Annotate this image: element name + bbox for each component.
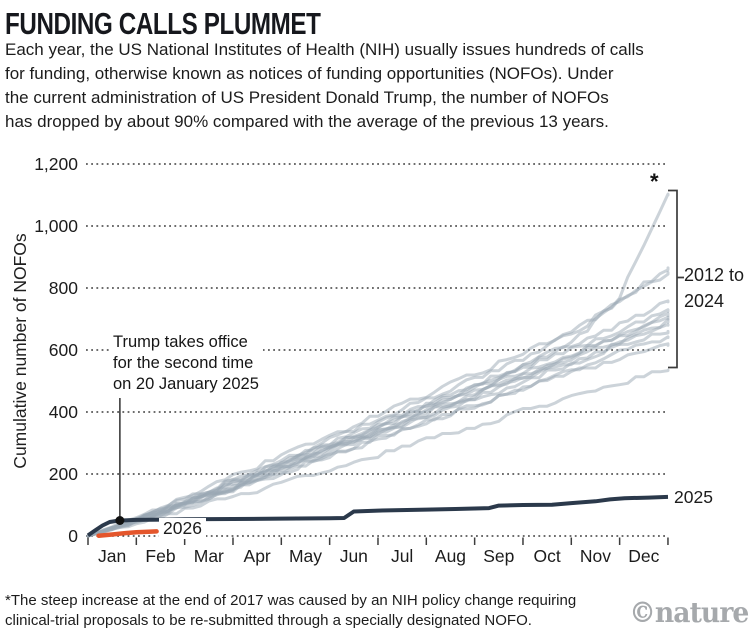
month-label: Oct — [534, 546, 561, 566]
gray-year-line-2023 — [86, 335, 670, 538]
y-tick-label: 400 — [49, 402, 78, 422]
year-band-bracket — [668, 189, 684, 369]
month-label: Jan — [98, 546, 126, 566]
intro-text: Each year, the US National Institutes of… — [5, 40, 644, 131]
y-tick-label: 1,000 — [34, 216, 78, 236]
page-title: FUNDING CALLS PLUMMET — [5, 6, 321, 41]
y-tick-label: 600 — [49, 340, 78, 360]
y-axis-title: Cumulative number of NOFOs — [10, 233, 30, 469]
y-tick-label: 200 — [49, 464, 78, 484]
gray-year-line-2024 — [86, 368, 670, 538]
label-2026: 2026 — [159, 518, 206, 539]
annotation-dot — [115, 516, 125, 525]
y-tick-label: 800 — [49, 278, 78, 298]
month-label: Jun — [340, 546, 368, 566]
month-label: Aug — [435, 546, 466, 566]
month-label: Dec — [628, 546, 659, 566]
gray-year-line-2019 — [86, 271, 670, 538]
month-label: Sep — [483, 546, 514, 566]
month-label: Mar — [194, 546, 224, 566]
trump-annotation-text: Trump takes office for the second time o… — [110, 332, 263, 397]
month-label: Feb — [145, 546, 175, 566]
asterisk-annotation: * — [650, 169, 659, 194]
gray-year-line-2018 — [86, 266, 670, 538]
y-tick-label: 0 — [68, 526, 78, 546]
nature-logo: ©nature — [628, 596, 749, 629]
month-label: May — [289, 546, 322, 566]
footnote-text: *The steep increase at the end of 2017 w… — [5, 592, 577, 629]
label-2025: 2025 — [674, 487, 713, 507]
y-tick-label: 1,200 — [34, 154, 78, 174]
month-label: Apr — [244, 546, 271, 566]
label-2012-to-2024: 2012 to 2024 — [684, 265, 745, 311]
month-label: Jul — [391, 546, 413, 566]
gray-year-line-2022 — [86, 318, 670, 538]
month-label: Nov — [580, 546, 611, 566]
line-2026 — [96, 529, 159, 538]
